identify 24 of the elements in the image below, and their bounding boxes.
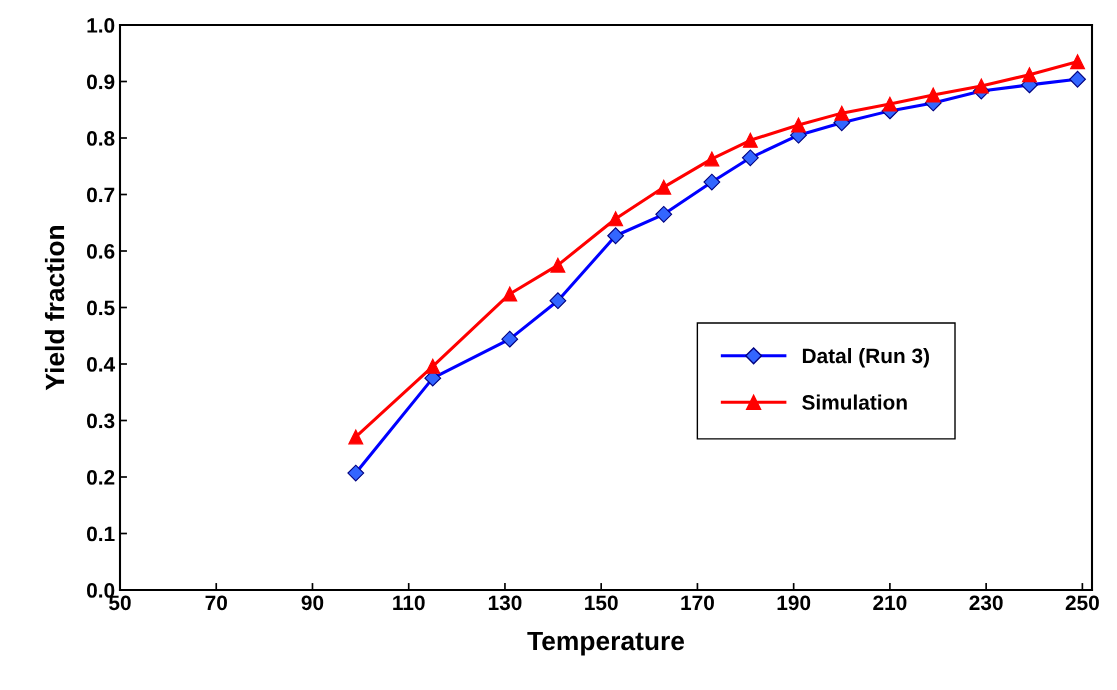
x-tick-label: 110 — [393, 595, 425, 611]
x-tick-label: 230 — [969, 595, 1003, 611]
x-tick-label: 130 — [488, 595, 522, 611]
y-tick-label: 0.3 — [87, 413, 115, 429]
x-tick-label: 150 — [585, 595, 618, 611]
x-tick-label: 250 — [1065, 595, 1099, 611]
x-tick-label: 190 — [777, 595, 811, 611]
y-tick-label: 0.1 — [87, 526, 115, 542]
y-tick-label: 0.9 — [87, 74, 115, 90]
x-tick-label: 90 — [301, 595, 324, 611]
y-axis-title: Yield fraction — [44, 226, 65, 391]
legend-label: Simulation — [802, 394, 907, 410]
y-tick-label: 0.5 — [87, 300, 115, 316]
y-tick-label: 0.7 — [87, 187, 115, 203]
x-tick-label: 170 — [681, 595, 714, 611]
x-axis-title: Temperature — [527, 631, 685, 656]
y-tick-label: 0.2 — [87, 470, 115, 485]
x-tick-label: 70 — [205, 595, 227, 611]
legend-label: Datal (Run 3) — [802, 347, 929, 368]
y-tick-label: 0.6 — [87, 244, 115, 259]
y-tick-label: 0.4 — [87, 357, 116, 372]
y-tick-label: 0.8 — [87, 131, 115, 146]
y-tick-label: 1.0 — [87, 18, 115, 33]
x-tick-label: 210 — [873, 595, 907, 611]
